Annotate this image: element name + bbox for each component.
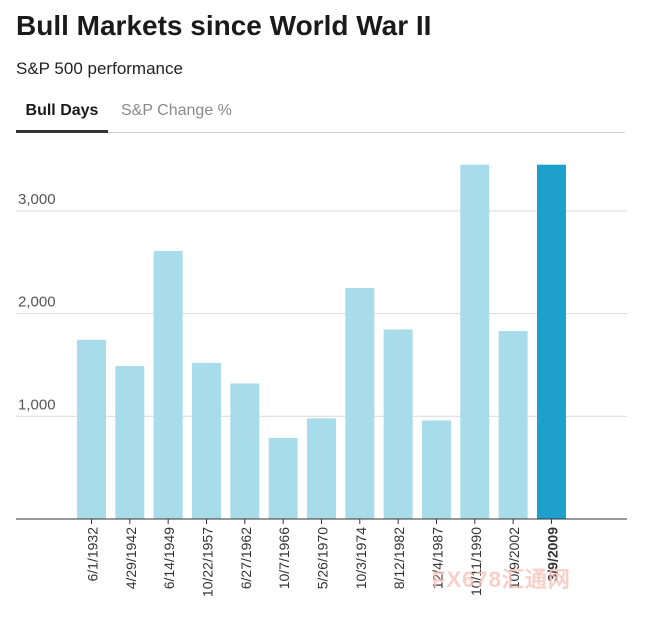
tab-bull-days[interactable]: Bull Days	[16, 100, 108, 133]
x-tick-label: 6/1/1932	[85, 527, 101, 582]
bar	[383, 329, 413, 519]
bar	[498, 331, 528, 519]
x-tick-label: 10/22/1957	[199, 527, 215, 597]
bar	[460, 164, 490, 519]
watermark-logo: FX678汇通网	[432, 567, 571, 592]
y-tick-label: 3,000	[18, 191, 56, 208]
x-tick-label: 10/9/2002	[506, 527, 522, 589]
x-tick-label: 10/7/1966	[276, 527, 292, 589]
bar	[421, 420, 451, 519]
bar	[536, 164, 566, 519]
bar	[115, 365, 145, 519]
bar	[191, 362, 221, 519]
chart-title: Bull Markets since World War II	[16, 10, 432, 41]
x-tick-label: 4/29/1942	[123, 527, 139, 589]
tab-sp-change[interactable]: S&P Change %	[121, 102, 232, 119]
bar	[153, 250, 183, 519]
y-tick-label: 2,000	[18, 294, 56, 311]
bar	[77, 339, 106, 519]
bar	[345, 287, 375, 519]
chart-subtitle: S&P 500 performance	[16, 59, 183, 78]
bar-chart: 1,000 2,000 3,000 6/1/1932 4/29/1942 6/14/194…	[16, 164, 627, 597]
x-tick-label: 5/26/1970	[314, 527, 330, 589]
x-tick-label: 8/12/1982	[391, 527, 407, 589]
x-tick-label: 3/9/2009	[544, 527, 560, 582]
bar	[306, 418, 336, 519]
bar	[230, 383, 260, 519]
x-tick-label: 10/3/1974	[353, 527, 369, 589]
x-tick-label: 6/14/1949	[161, 527, 177, 589]
x-tick-label: 10/11/1990	[468, 527, 484, 596]
bar	[268, 437, 298, 519]
y-tick-label: 1,000	[18, 396, 56, 413]
tab-bar: Bull Days S&P Change %	[16, 100, 625, 133]
x-tick-label: 6/27/1962	[238, 527, 254, 589]
x-tick-label: 12/4/1987	[429, 527, 445, 589]
